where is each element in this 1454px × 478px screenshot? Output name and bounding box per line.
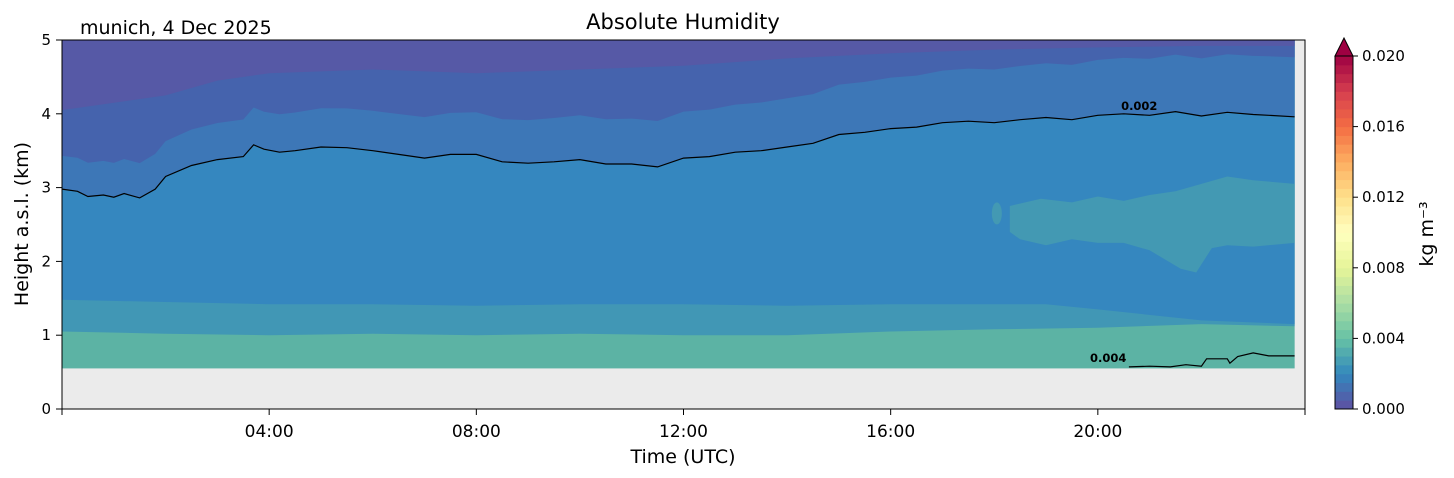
colorbar-segment [1335, 179, 1353, 189]
colorbar-tick-label: 0.020 [1362, 47, 1405, 65]
colorbar-segment [1335, 214, 1353, 225]
contour-lines: 0.002 0.004 [62, 99, 1295, 368]
x-tick-label: 12:00 [659, 422, 708, 442]
colorbar-segment [1335, 108, 1353, 119]
colorbar-segment [1335, 232, 1353, 242]
colorbar-segment [1335, 206, 1353, 216]
colorbar-frame [1334, 55, 1354, 410]
colorbar-segment [1335, 170, 1353, 181]
x-tick-label: 16:00 [866, 422, 915, 442]
colorbar-segment [1335, 117, 1353, 128]
colorbar-segment [1335, 91, 1353, 101]
colorbar-segment [1335, 373, 1353, 384]
colorbar-segment [1335, 267, 1353, 278]
colorbar-tick-label: 0.008 [1362, 259, 1405, 277]
y-axis-label: Height a.s.l. (km) [11, 142, 33, 306]
colorbar-segment [1335, 294, 1353, 304]
colorbar-segment [1335, 285, 1353, 295]
y-tick-label: 1 [41, 326, 51, 344]
colorbar-segment [1335, 347, 1353, 357]
colorbar-label: kg m⁻³ [1416, 201, 1438, 266]
contour-line-0.002 [62, 110, 1295, 199]
chart-title: Absolute Humidity [586, 10, 780, 34]
colorbar-segment [1335, 250, 1353, 260]
colorbar-extend-max [1334, 36, 1354, 57]
colorbar-tick-label: 0.000 [1362, 400, 1405, 418]
contour-line-0.004 [1128, 352, 1295, 368]
colorbar-segment [1335, 364, 1353, 375]
colorbar-segment [1335, 135, 1353, 145]
colorbar-segment [1335, 100, 1353, 110]
colorbar-tick-label: 0.004 [1362, 329, 1405, 347]
colorbar-segment [1335, 241, 1353, 251]
colorbar-segment [1335, 276, 1353, 286]
colorbar-segment [1335, 400, 1353, 410]
colorbar-segment [1335, 161, 1353, 172]
colorbar-segment [1335, 126, 1353, 136]
colorbar-tick-label: 0.016 [1362, 118, 1405, 136]
humid-patch [1009, 176, 1295, 273]
colorbar-segment [1335, 391, 1353, 401]
colorbar-segment [1335, 56, 1353, 66]
x-tick-label: 04:00 [245, 422, 294, 442]
colorbar-segment [1335, 223, 1353, 233]
x-tick-label: 20:00 [1073, 422, 1122, 442]
humidity-field [62, 40, 1295, 369]
y-tick-label: 2 [41, 252, 51, 270]
colorbar-segment [1335, 311, 1353, 322]
band-0.001 [62, 40, 1295, 164]
colorbar-segment [1335, 188, 1353, 198]
contour-label-0.004: 0.004 [1090, 351, 1126, 365]
x-tick-label: 08:00 [452, 422, 501, 442]
colorbar-segment [1335, 382, 1353, 392]
colorbar-segment [1335, 144, 1353, 154]
band-0.0003 [62, 40, 1295, 111]
colorbar-tick-label: 0.012 [1362, 188, 1405, 206]
y-tick-label: 4 [41, 105, 51, 123]
colorbar-segment [1335, 153, 1353, 163]
colorbar: 0.000 0.004 0.008 0.012 0.016 0.020 [1334, 36, 1405, 418]
colorbar-segment [1335, 82, 1353, 92]
contour-label-0.002: 0.002 [1121, 99, 1157, 113]
colorbar-segment [1335, 258, 1353, 269]
colorbar-segment [1335, 329, 1353, 339]
x-axis-label: Time (UTC) [629, 446, 735, 468]
x-axis-ticks: 04:00 08:00 12:00 16:00 20:00 [61, 409, 1306, 442]
colorbar-segment [1335, 356, 1353, 366]
humid-blob [991, 202, 1002, 225]
colorbar-segment [1335, 338, 1353, 348]
colorbar-segment [1335, 320, 1353, 331]
colorbar-segment [1335, 64, 1353, 75]
colorbar-segment [1335, 197, 1353, 207]
colorbar-segment [1335, 303, 1353, 313]
y-tick-label: 5 [41, 31, 51, 49]
chart-subtitle: munich, 4 Dec 2025 [80, 17, 272, 39]
y-axis-ticks: 0 1 2 3 4 5 [41, 31, 62, 418]
y-tick-label: 0 [41, 400, 51, 418]
colorbar-segment [1335, 73, 1353, 83]
y-tick-label: 3 [41, 179, 51, 197]
